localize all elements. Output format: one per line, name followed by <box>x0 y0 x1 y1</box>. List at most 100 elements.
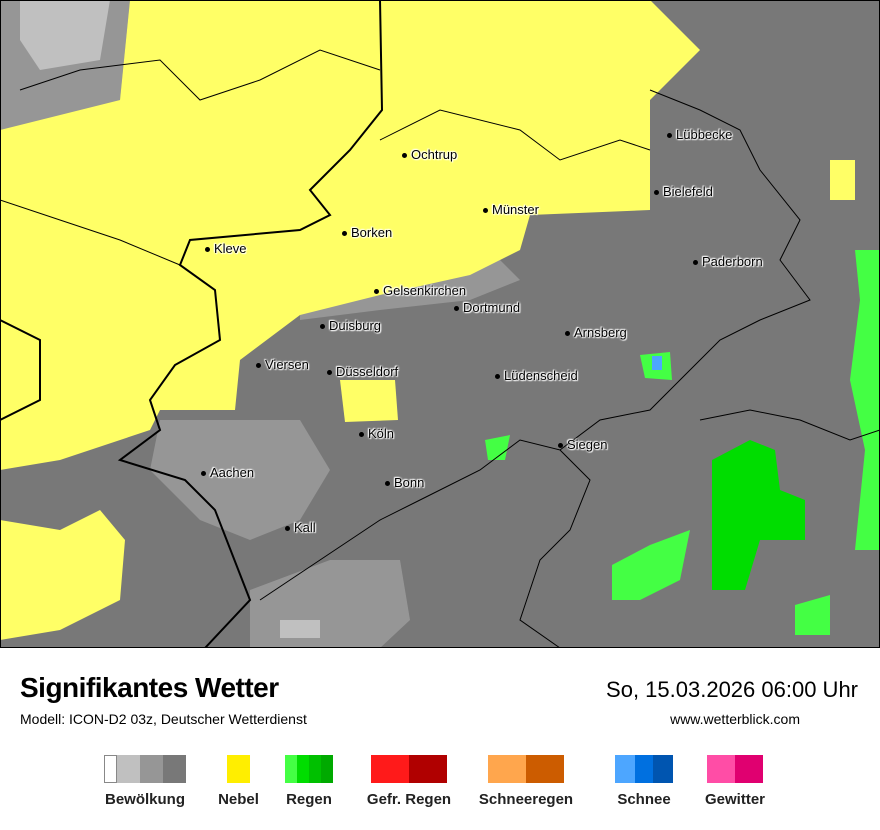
national-border <box>0 319 41 421</box>
legend-swatch <box>163 755 186 783</box>
city-name: Ochtrup <box>411 147 458 162</box>
city-marker-icon <box>374 289 379 295</box>
legend-label: Regen <box>286 791 332 808</box>
city-name: Aachen <box>210 465 255 480</box>
model-info: Modell: ICON-D2 03z, Deutscher Wetterdie… <box>20 711 307 727</box>
snow-area <box>652 356 662 370</box>
city-marker-icon <box>654 190 659 196</box>
legend-label: Schnee <box>617 791 671 808</box>
legend-label: Nebel <box>218 791 259 808</box>
state-border <box>0 199 181 266</box>
rain-area <box>485 435 510 460</box>
light-cloud-area <box>150 420 330 540</box>
city-label: Kall <box>285 520 316 535</box>
legend-item: Gewitter <box>705 755 765 808</box>
legend-item: Schneeregen <box>479 755 573 808</box>
fog-area <box>830 160 855 200</box>
legend-label: Gefr. Regen <box>366 791 452 808</box>
city-name: Düsseldorf <box>336 364 399 379</box>
city-name: Lüdenscheid <box>504 368 578 383</box>
city-name: Viersen <box>265 357 309 372</box>
fog-area <box>340 380 398 422</box>
city-label: Lüdenscheid <box>495 368 578 383</box>
state-border <box>379 109 651 161</box>
city-name: Siegen <box>567 437 608 452</box>
city-label: Siegen <box>558 437 607 452</box>
city-name: Kleve <box>214 241 247 256</box>
forecast-datetime: So, 15.03.2026 06:00 Uhr <box>606 677 858 702</box>
website-link[interactable]: www.wetterblick.com <box>670 711 800 727</box>
city-marker-icon <box>693 260 698 266</box>
legend-label: Gewitter <box>704 791 766 808</box>
state-border <box>259 89 811 601</box>
city-name: Borken <box>351 225 393 240</box>
legend-swatch <box>653 755 673 783</box>
city-name: Münster <box>492 202 539 217</box>
city-name: Dortmund <box>463 300 521 315</box>
city-label: Paderborn <box>693 254 763 269</box>
city-name: Kall <box>294 520 316 535</box>
city-marker-icon <box>327 370 332 376</box>
national-border <box>117 0 384 648</box>
legend-swatch <box>297 755 309 783</box>
city-label: Viersen <box>256 357 309 372</box>
legend-swatch <box>488 755 526 783</box>
legend-item: Bewölkung <box>104 755 186 808</box>
legend-swatch <box>227 755 250 783</box>
legend-swatch <box>309 755 321 783</box>
city-name: Lübbecke <box>676 127 733 142</box>
rain-area <box>795 595 830 635</box>
city-marker-icon <box>667 133 672 139</box>
city-label: Kleve <box>205 241 247 256</box>
city-marker-icon <box>565 331 570 337</box>
state-border <box>19 49 381 101</box>
city-marker-icon <box>285 526 290 532</box>
city-label: Borken <box>342 225 392 240</box>
city-label: Bielefeld <box>654 184 713 199</box>
fog-area <box>0 0 700 470</box>
rain-area <box>850 250 880 550</box>
legend: Bewölkung Nebel Regen Gefr. Regen Schneerege… <box>0 755 880 815</box>
city-marker-icon <box>454 306 459 312</box>
legend-swatch <box>117 755 140 783</box>
fog-area <box>0 510 125 640</box>
state-border <box>519 449 591 648</box>
city-name: Duisburg <box>329 318 382 333</box>
city-marker-icon <box>359 432 364 438</box>
city-name: Arnsberg <box>574 325 627 340</box>
legend-swatch <box>526 755 564 783</box>
legend-label: Bewölkung <box>104 791 186 808</box>
city-label: Bonn <box>385 475 424 490</box>
city-label: Arnsberg <box>565 325 627 340</box>
legend-swatch <box>615 755 635 783</box>
legend-swatch <box>707 755 735 783</box>
city-marker-icon <box>256 363 261 369</box>
state-border <box>699 409 880 441</box>
legend-label: Schneeregen <box>478 791 574 808</box>
city-label: Duisburg <box>320 318 381 333</box>
legend-item: Nebel <box>218 755 259 808</box>
city-label: Aachen <box>201 465 254 480</box>
city-marker-icon <box>320 324 325 330</box>
light-cloud-area <box>20 0 110 70</box>
city-label: Düsseldorf <box>327 364 398 379</box>
city-label: Ochtrup <box>402 147 457 162</box>
city-marker-icon <box>558 443 563 449</box>
legend-item: Schnee <box>615 755 673 808</box>
rain-area <box>612 530 690 600</box>
city-label: Münster <box>483 202 539 217</box>
city-label: Gelsenkirchen <box>374 283 466 298</box>
legend-swatch <box>371 755 409 783</box>
legend-swatch <box>735 755 763 783</box>
legend-item: Regen <box>285 755 333 808</box>
city-name: Paderborn <box>702 254 763 269</box>
legend-swatch <box>635 755 653 783</box>
legend-swatch <box>140 755 163 783</box>
city-marker-icon <box>342 231 347 237</box>
city-marker-icon <box>483 208 488 214</box>
light-cloud-area <box>280 620 320 638</box>
legend-swatch <box>285 755 297 783</box>
city-name: Gelsenkirchen <box>383 283 467 298</box>
legend-swatch <box>409 755 447 783</box>
legend-swatch <box>321 755 333 783</box>
